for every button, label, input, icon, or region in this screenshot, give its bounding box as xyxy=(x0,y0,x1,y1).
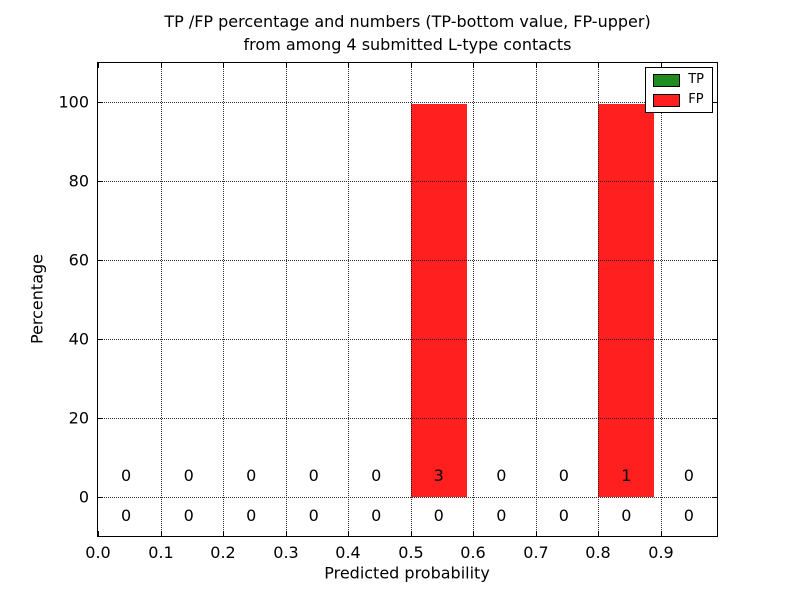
x-tick-label: 0.4 xyxy=(335,543,361,562)
tp-legend-label: TP xyxy=(688,72,704,87)
tp-count-label: 0 xyxy=(433,505,444,525)
x-tick-label: 0.3 xyxy=(273,543,299,562)
y-tick-mark-right xyxy=(712,339,717,340)
legend-entry-tp: TP xyxy=(653,73,704,87)
fp-count-label: 0 xyxy=(246,465,257,485)
y-tick-label: 100 xyxy=(58,92,89,112)
legend-entry-fp: FP xyxy=(653,93,704,107)
x-tick-mark-top xyxy=(98,63,99,68)
x-tick-label: 0.2 xyxy=(210,543,236,562)
fp-count-label: 0 xyxy=(121,465,132,485)
chart-title: TP /FP percentage and numbers (TP-bottom… xyxy=(97,10,718,56)
y-tick-label: 60 xyxy=(68,250,89,270)
x-tick-mark xyxy=(661,531,662,536)
fp-count-label: 0 xyxy=(558,465,569,485)
x-tick-mark-top xyxy=(411,63,412,68)
x-tick-mark xyxy=(411,531,412,536)
fp-count-label: 0 xyxy=(496,465,507,485)
x-tick-label: 0.0 xyxy=(85,543,111,562)
y-tick-mark-right xyxy=(712,260,717,261)
x-tick-mark-top xyxy=(286,63,287,68)
gridline-vertical xyxy=(473,63,474,536)
x-tick-label: 0.9 xyxy=(648,543,674,562)
legend: TP FP xyxy=(645,67,713,113)
tp-count-label: 0 xyxy=(496,505,507,525)
x-tick-label: 0.6 xyxy=(460,543,486,562)
x-tick-mark xyxy=(348,531,349,536)
fp-count-label: 0 xyxy=(308,465,319,485)
tp-count-label: 0 xyxy=(246,505,257,525)
x-tick-mark xyxy=(598,531,599,536)
x-tick-mark-top xyxy=(348,63,349,68)
y-tick-mark xyxy=(98,497,103,498)
x-tick-mark xyxy=(98,531,99,536)
y-tick-mark xyxy=(98,339,103,340)
x-tick-label: 0.1 xyxy=(148,543,174,562)
fp-count-label: 3 xyxy=(433,465,444,485)
tp-count-label: 0 xyxy=(621,505,632,525)
gridline-vertical xyxy=(536,63,537,536)
x-tick-mark xyxy=(286,531,287,536)
x-tick-mark-top xyxy=(473,63,474,68)
x-tick-mark-top xyxy=(536,63,537,68)
x-tick-mark xyxy=(161,531,162,536)
tp-count-label: 0 xyxy=(683,505,694,525)
y-tick-mark xyxy=(98,260,103,261)
x-tick-mark xyxy=(536,531,537,536)
gridline-vertical xyxy=(161,63,162,536)
x-tick-mark xyxy=(223,531,224,536)
y-tick-mark-right xyxy=(712,181,717,182)
gridline-vertical xyxy=(661,63,662,536)
y-tick-label: 20 xyxy=(68,408,89,428)
y-tick-label: 40 xyxy=(68,329,89,349)
tp-count-label: 0 xyxy=(121,505,132,525)
x-tick-label: 0.8 xyxy=(585,543,611,562)
y-axis-label: Percentage xyxy=(27,253,47,345)
fp-count-label: 0 xyxy=(683,465,694,485)
x-tick-mark-top xyxy=(161,63,162,68)
y-tick-mark xyxy=(98,418,103,419)
y-tick-mark-right xyxy=(712,418,717,419)
fp-count-label: 0 xyxy=(371,465,382,485)
x-axis-label: Predicted probability xyxy=(324,563,490,583)
y-tick-mark-right xyxy=(712,497,717,498)
x-tick-mark-top xyxy=(598,63,599,68)
x-tick-mark-top xyxy=(223,63,224,68)
chart-title-line-1: TP /FP percentage and numbers (TP-bottom… xyxy=(164,12,651,31)
fp-count-label: 1 xyxy=(621,465,632,485)
gridline-vertical xyxy=(348,63,349,536)
tp-count-label: 0 xyxy=(558,505,569,525)
tp-count-label: 0 xyxy=(371,505,382,525)
x-tick-mark xyxy=(473,531,474,536)
fp-legend-label: FP xyxy=(688,92,704,107)
x-tick-label: 0.7 xyxy=(523,543,549,562)
y-tick-label: 80 xyxy=(68,171,89,191)
fp-legend-swatch xyxy=(653,93,681,107)
gridline-vertical xyxy=(223,63,224,536)
tp-count-label: 0 xyxy=(308,505,319,525)
tp-legend-swatch xyxy=(653,73,681,87)
y-tick-label: 0 xyxy=(78,487,89,507)
gridline-horizontal xyxy=(98,102,717,103)
chart-title-line-2: from among 4 submitted L-type contacts xyxy=(243,35,572,54)
bar-fp xyxy=(598,104,655,497)
gridline-vertical xyxy=(286,63,287,536)
plot-area: 0.0 0.1 0.2 0.3 0.4 0.5 0.6 0.7 0.8 0.9 0 20 40 60 80 1… xyxy=(58,62,718,562)
fp-count-label: 0 xyxy=(183,465,194,485)
gridline-horizontal xyxy=(98,497,717,498)
y-tick-mark xyxy=(98,102,103,103)
x-tick-label: 0.5 xyxy=(398,543,424,562)
y-tick-mark xyxy=(98,181,103,182)
bar-fp xyxy=(410,104,467,497)
tp-count-label: 0 xyxy=(183,505,194,525)
